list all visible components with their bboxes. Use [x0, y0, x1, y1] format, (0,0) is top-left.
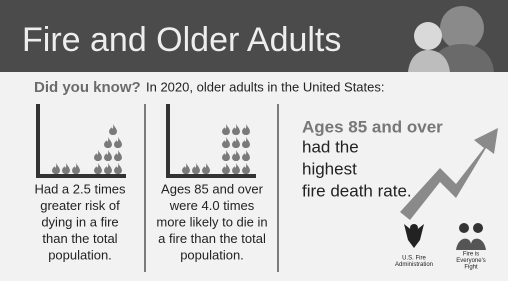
panel-text: a fire than the total [158, 231, 266, 246]
logo-text: Administration [395, 262, 433, 268]
panel-text: were 4.0 times [169, 198, 255, 213]
panel-text: population. [48, 247, 112, 262]
panel-text: Had a 2.5 times [34, 181, 126, 196]
highlight-text: had the [302, 137, 359, 156]
logo-text: U.S. Fire [402, 256, 426, 262]
infographic: Fire and Older Adults Did you know? In 2… [0, 0, 508, 281]
highlight-text: highest [302, 159, 357, 178]
title: Fire and Older Adults [22, 21, 341, 59]
lead: Did you know? [34, 79, 141, 96]
panel-text: than the total [42, 231, 117, 246]
panel-text: dying in a fire [41, 214, 118, 229]
logo-text: Everyone's [456, 258, 486, 264]
logo-text: Fire is [463, 252, 479, 258]
panel-text: greater risk of [40, 198, 120, 213]
logo-text: Fight [464, 265, 478, 271]
intro-text: In 2020, older adults in the United Stat… [146, 79, 385, 94]
panel-text: population. [180, 247, 244, 262]
panel-text: Ages 85 and over [161, 181, 264, 196]
highlight-lead: Ages 85 and over [302, 117, 443, 136]
highlight-text: fire death rate. [302, 181, 412, 200]
panel-text: more likely to die in [156, 214, 267, 229]
